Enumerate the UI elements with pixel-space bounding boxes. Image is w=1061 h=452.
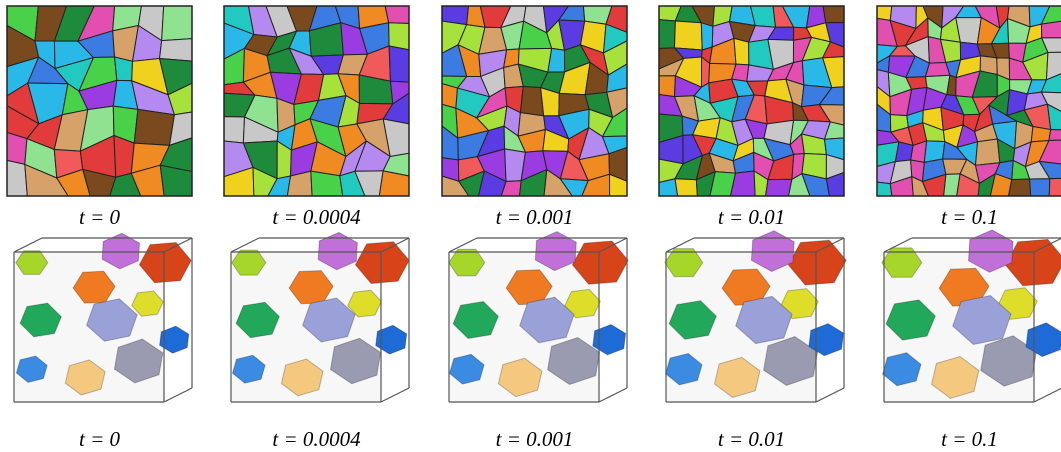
grain [442, 84, 458, 109]
caption: t = 0.01 [718, 205, 785, 229]
grain [659, 20, 675, 49]
grain-panel [224, 6, 409, 196]
figure: t = 0 t = 0.0004 t = 0.001 t = 0.01 t = 0.1 t… [0, 0, 1061, 452]
caption: t = 0.1 [941, 427, 998, 451]
caption: t = 0.001 [496, 205, 574, 229]
grain [701, 23, 713, 50]
grain [659, 76, 675, 97]
grain-panel [7, 6, 192, 196]
grain [734, 38, 749, 65]
grain-panel [877, 6, 1061, 196]
caption: t = 0.0004 [272, 205, 361, 229]
caption: t = 0.1 [941, 205, 998, 229]
grain [162, 6, 192, 41]
grain [160, 39, 192, 61]
grain [7, 132, 27, 164]
grain-panel [659, 6, 844, 196]
grain [674, 21, 702, 50]
grain [1041, 21, 1061, 38]
grain [766, 179, 792, 196]
grain [1031, 127, 1051, 142]
grain [389, 46, 409, 82]
caption: t = 0.01 [718, 427, 785, 451]
grain [224, 117, 245, 143]
grain [675, 179, 697, 196]
grain [1049, 178, 1061, 196]
cube-panel [882, 230, 1061, 402]
grain [389, 23, 409, 50]
grain [385, 6, 409, 24]
caption: t = 0 [79, 205, 121, 229]
caption: t = 0.001 [496, 427, 574, 451]
grain [520, 86, 543, 115]
grain [1030, 179, 1050, 196]
grain [1049, 130, 1061, 141]
grain [975, 139, 999, 165]
grain [379, 171, 409, 196]
grain [7, 160, 27, 196]
caption: t = 0 [79, 427, 121, 451]
grain [1008, 179, 1030, 196]
grain [823, 6, 844, 23]
grain [134, 109, 174, 145]
caption: t = 0.0004 [272, 427, 361, 451]
grain-panel [442, 6, 627, 196]
grain [115, 57, 133, 81]
